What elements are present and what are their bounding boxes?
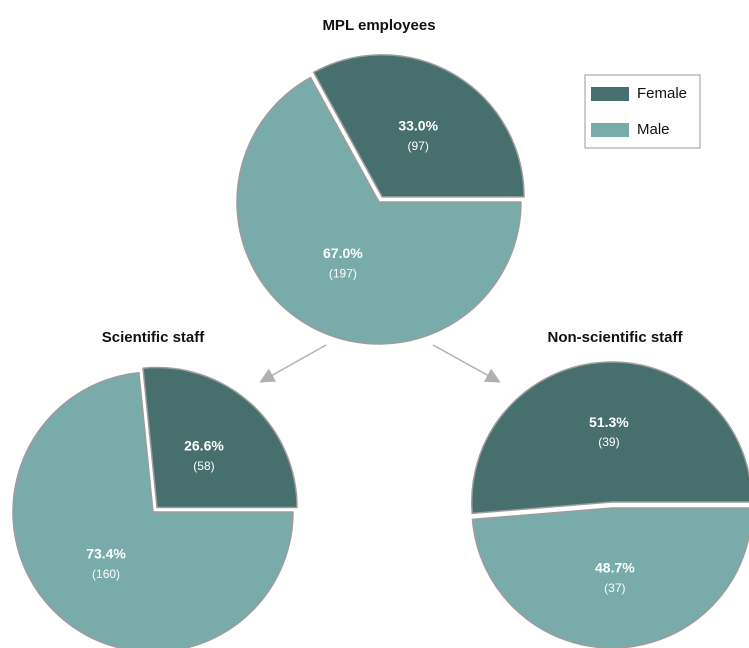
arrow [432, 344, 501, 383]
legend-label: Male [637, 121, 670, 138]
slice-count: (58) [193, 459, 214, 473]
legend-swatch [591, 123, 629, 137]
slice-count: (37) [604, 581, 625, 595]
legend-label: Female [637, 85, 687, 102]
pie-slice [471, 361, 749, 515]
legend-swatch [591, 87, 629, 101]
slice-count: (39) [598, 435, 619, 449]
pie-slice [12, 371, 294, 648]
slice-count: (197) [329, 266, 357, 280]
arrow [259, 344, 327, 383]
slice-percent: 26.6% [184, 437, 224, 453]
slice-percent: 33.0% [398, 117, 438, 133]
pie-slice [471, 507, 749, 648]
chart-title: MPL employees [322, 17, 435, 34]
slice-percent: 67.0% [323, 245, 363, 261]
pie-slice [236, 76, 522, 345]
chart-title: Scientific staff [102, 329, 206, 346]
chart-title: Non-scientific staff [547, 329, 683, 346]
slice-percent: 51.3% [589, 414, 629, 430]
pie-slice [142, 366, 298, 509]
pie-slice [312, 54, 525, 198]
slice-percent: 48.7% [595, 560, 635, 576]
slice-count: (160) [92, 567, 120, 581]
slice-count: (97) [408, 139, 429, 153]
slice-percent: 73.4% [86, 546, 126, 562]
